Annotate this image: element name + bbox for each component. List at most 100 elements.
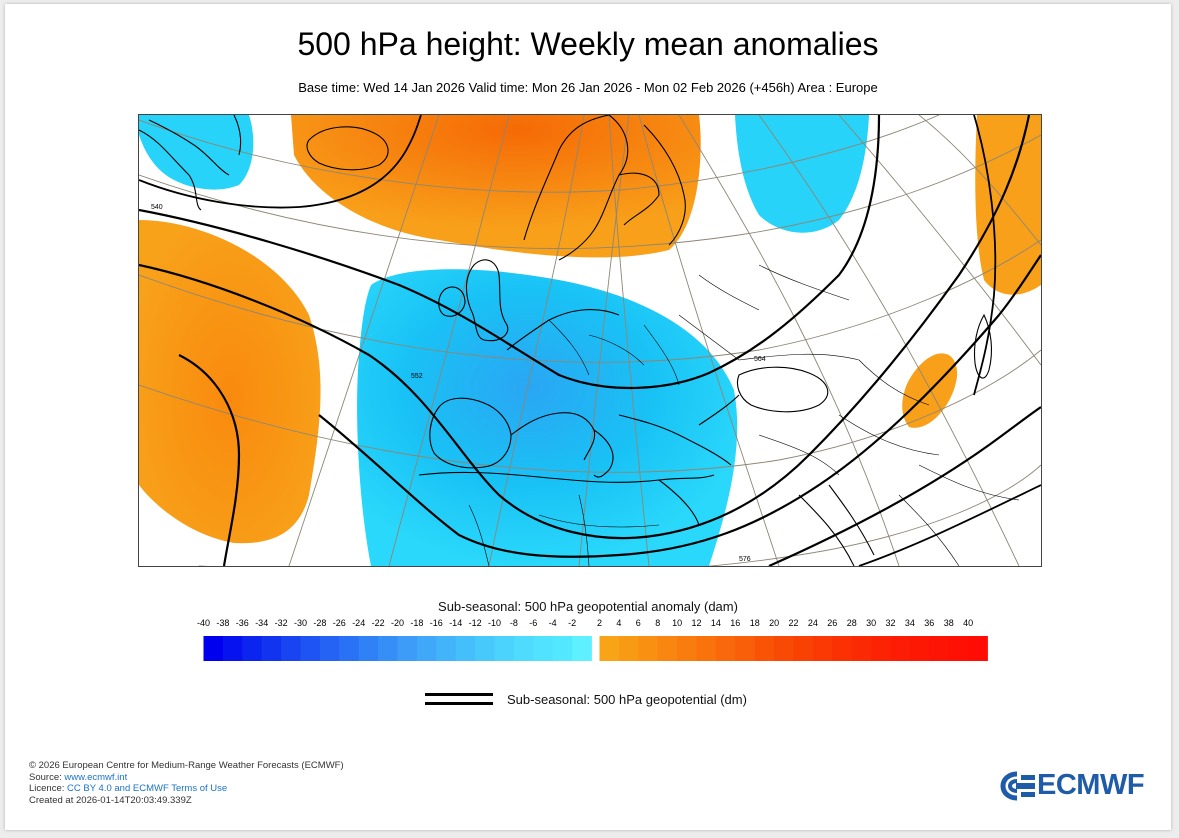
negative-swatch	[513, 636, 534, 661]
negative-tick-label: -20	[391, 618, 404, 628]
positive-tick-label: 40	[963, 618, 973, 628]
contour-legend-label: Sub-seasonal: 500 hPa geopotential (dm)	[507, 692, 747, 707]
iceland-coast	[306, 126, 389, 171]
contour-label-576: 576	[739, 556, 751, 563]
mediterranean-south-coast	[418, 471, 715, 526]
positive-swatch	[599, 636, 620, 661]
ecmwf-logo-text: ECMWF	[1037, 769, 1145, 801]
footer: © 2026 European Centre for Medium-Range …	[29, 760, 344, 806]
positive-tick-label: 2	[597, 618, 602, 628]
positive-tick-label: 8	[655, 618, 660, 628]
negative-anomaly-europe	[357, 269, 738, 566]
negative-swatch	[242, 636, 263, 661]
negative-tick-label: -18	[410, 618, 423, 628]
negative-tick-label: -36	[236, 618, 249, 628]
licence-link[interactable]: CC BY 4.0 and ECMWF Terms of Use	[67, 783, 228, 794]
positive-tick-label: 32	[885, 618, 895, 628]
negative-swatch	[203, 636, 224, 661]
positive-anomaly-north-atlantic	[291, 115, 701, 258]
negative-tick-label: -6	[529, 618, 537, 628]
coastlines	[139, 115, 993, 566]
negative-tick-label: -4	[549, 618, 557, 628]
negative-tick-label: -40	[197, 618, 210, 628]
negative-swatch	[222, 636, 243, 661]
negative-swatch	[416, 636, 437, 661]
positive-tick-label: 4	[616, 618, 621, 628]
positive-tick-label: 14	[711, 618, 721, 628]
positive-swatch	[890, 636, 911, 661]
anomaly-colorbar: -40 -38 -36 -34 -32 -30 -28 -26 -24 -22 -20 -18 -16-…	[197, 618, 988, 661]
positive-swatch	[929, 636, 950, 661]
ecmwf-logo: ECMWF	[999, 769, 1159, 803]
negative-tick-label: -26	[333, 618, 346, 628]
negative-tick-label: -14	[449, 618, 462, 628]
negative-tick-label: -2	[568, 618, 576, 628]
negative-swatch	[552, 636, 573, 661]
chart-title: 500 hPa height: Weekly mean anomalies	[297, 26, 879, 62]
contour-far-south	[858, 484, 1041, 566]
anomaly-map: 540 552 564 576	[138, 114, 1042, 567]
positive-tick-label: 6	[636, 618, 641, 628]
colorbar-positive-ticks: 2 4 6 8 10 12 14 16 18 20 22 24 26 28 30 32 34 36 38 40	[597, 618, 973, 628]
contour-legend-symbol	[425, 693, 493, 707]
negative-anomaly-greenland	[139, 115, 254, 190]
positive-swatch	[715, 636, 736, 661]
copyright-line: © 2026 European Centre for Medium-Range …	[29, 760, 344, 771]
negative-tick-label: -10	[488, 618, 501, 628]
contour-low-north	[139, 115, 422, 209]
colorbar-positive-swatches	[599, 636, 988, 661]
positive-swatch	[618, 636, 639, 661]
anomaly-legend-title: Sub-seasonal: 500 hPa geopotential anoma…	[438, 599, 738, 614]
negative-swatch	[339, 636, 360, 661]
positive-tick-label: 18	[750, 618, 760, 628]
scandinavia-coast	[523, 115, 686, 261]
positive-tick-label: 10	[672, 618, 682, 628]
negative-tick-label: -28	[313, 618, 326, 628]
negative-swatch	[572, 636, 592, 661]
contour-east-thick	[973, 115, 997, 396]
negative-swatch	[475, 636, 495, 661]
licence-line: Licence: CC BY 4.0 and ECMWF Terms of Us…	[29, 783, 228, 794]
negative-swatch	[436, 636, 457, 661]
negative-tick-label: -38	[216, 618, 229, 628]
contour-labels: 540 552 564 576	[151, 204, 766, 563]
positive-swatch	[754, 636, 775, 661]
map-canvas: 540 552 564 576	[139, 115, 1041, 566]
positive-swatch	[735, 636, 756, 661]
negative-swatch	[533, 636, 554, 661]
negative-swatch	[358, 636, 379, 661]
chart-page: 500 hPa height: Weekly mean anomalies Ba…	[5, 4, 1171, 830]
negative-swatch	[319, 636, 340, 661]
positive-swatch	[968, 636, 988, 661]
negative-swatch	[300, 636, 321, 661]
positive-tick-label: 22	[788, 618, 798, 628]
positive-tick-label: 30	[866, 618, 876, 628]
positive-swatch	[832, 636, 853, 661]
chart-subtitle: Base time: Wed 14 Jan 2026 Valid time: M…	[298, 80, 878, 95]
positive-swatch	[948, 636, 969, 661]
positive-tick-label: 16	[730, 618, 740, 628]
negative-swatch	[281, 636, 301, 661]
positive-tick-label: 28	[847, 618, 857, 628]
positive-tick-label: 38	[944, 618, 954, 628]
contour-mid-north	[139, 115, 881, 390]
positive-swatch	[871, 636, 891, 661]
source-line: Source: www.ecmwf.int	[29, 771, 128, 783]
positive-tick-label: 20	[769, 618, 779, 628]
contour-label-540: 540	[151, 204, 163, 211]
ecmwf-logo-icon	[1000, 771, 1035, 801]
positive-tick-label: 26	[827, 618, 837, 628]
positive-swatch	[909, 636, 930, 661]
positive-tick-label: 24	[808, 618, 818, 628]
positive-swatch	[793, 636, 814, 661]
contour-sub-tropical	[768, 406, 1041, 566]
source-link[interactable]: www.ecmwf.int	[64, 771, 128, 783]
negative-tick-label: -30	[294, 618, 307, 628]
negative-tick-label: -22	[372, 618, 385, 628]
positive-swatch	[851, 636, 872, 661]
negative-swatch	[455, 636, 476, 661]
contour-ridge-west	[178, 354, 241, 566]
positive-swatch	[657, 636, 678, 661]
contour-label-564: 564	[754, 356, 766, 363]
black-sea-coast	[736, 366, 829, 413]
